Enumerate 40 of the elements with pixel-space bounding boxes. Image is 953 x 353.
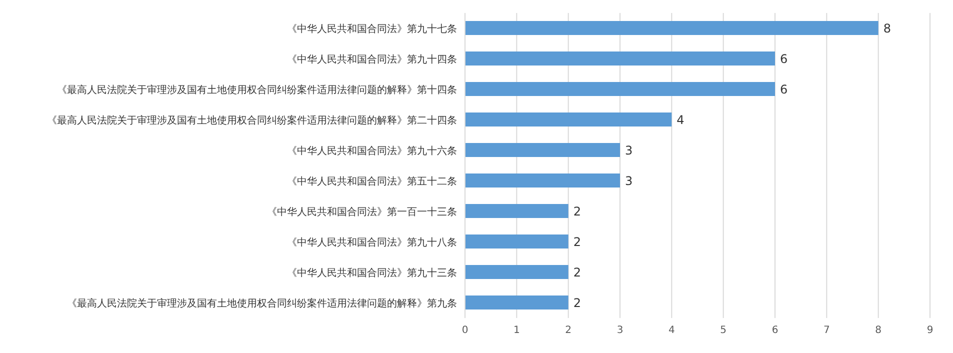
x-tick-label: 8 (875, 325, 882, 336)
x-tick-label: 7 (823, 325, 830, 336)
bar (465, 112, 672, 126)
data-label: 2 (573, 265, 581, 280)
x-tick-label: 6 (772, 325, 778, 336)
bar (465, 143, 620, 157)
y-tick-label: 《最高人民法院关于审理涉及国有土地使用权合同纠纷案件适用法律问题的解释》第十四条 (57, 84, 457, 96)
bar (465, 296, 568, 310)
x-tick-label: 4 (668, 325, 675, 336)
data-label: 2 (573, 204, 581, 218)
y-tick-label: 《中华人民共和国合同法》第一百一十三条 (267, 206, 457, 218)
data-label: 6 (780, 52, 788, 66)
y-tick-label: 《中华人民共和国合同法》第九十四条 (287, 53, 457, 66)
bar (465, 21, 878, 35)
bar (465, 174, 620, 188)
data-label: 8 (883, 21, 891, 36)
x-tick-label: 5 (720, 325, 727, 336)
data-label: 6 (780, 82, 788, 96)
data-label: 2 (573, 296, 581, 310)
y-tick-label: 《中华人民共和国合同法》第五十二条 (287, 175, 457, 188)
y-tick-label: 《中华人民共和国合同法》第九十三条 (287, 266, 457, 279)
y-tick-label: 《中华人民共和国合同法》第九十六条 (287, 144, 457, 157)
bar (465, 265, 568, 279)
data-label: 2 (573, 234, 581, 249)
y-tick-label: 《最高人民法院关于审理涉及国有土地使用权合同纠纷案件适用法律问题的解释》第二十四条 (47, 114, 457, 126)
x-tick-label: 9 (926, 325, 934, 336)
data-label: 4 (676, 112, 684, 127)
x-tick-label: 2 (565, 325, 572, 336)
y-tick-label: 《中华人民共和国合同法》第九十八条 (287, 236, 457, 248)
x-tick-label: 0 (462, 325, 468, 336)
bar (465, 82, 775, 96)
x-tick-label: 3 (616, 325, 624, 336)
x-tick-label: 1 (513, 325, 520, 336)
data-label: 3 (625, 143, 633, 158)
bar (465, 204, 568, 218)
bar (465, 234, 568, 248)
bar (465, 52, 775, 66)
y-tick-label: 《最高人民法院关于审理涉及国有土地使用权合同纠纷案件适用法律问题的解释》第九条 (67, 297, 457, 310)
data-label: 3 (625, 174, 633, 188)
y-tick-label: 《中华人民共和国合同法》第九十七条 (287, 22, 457, 35)
